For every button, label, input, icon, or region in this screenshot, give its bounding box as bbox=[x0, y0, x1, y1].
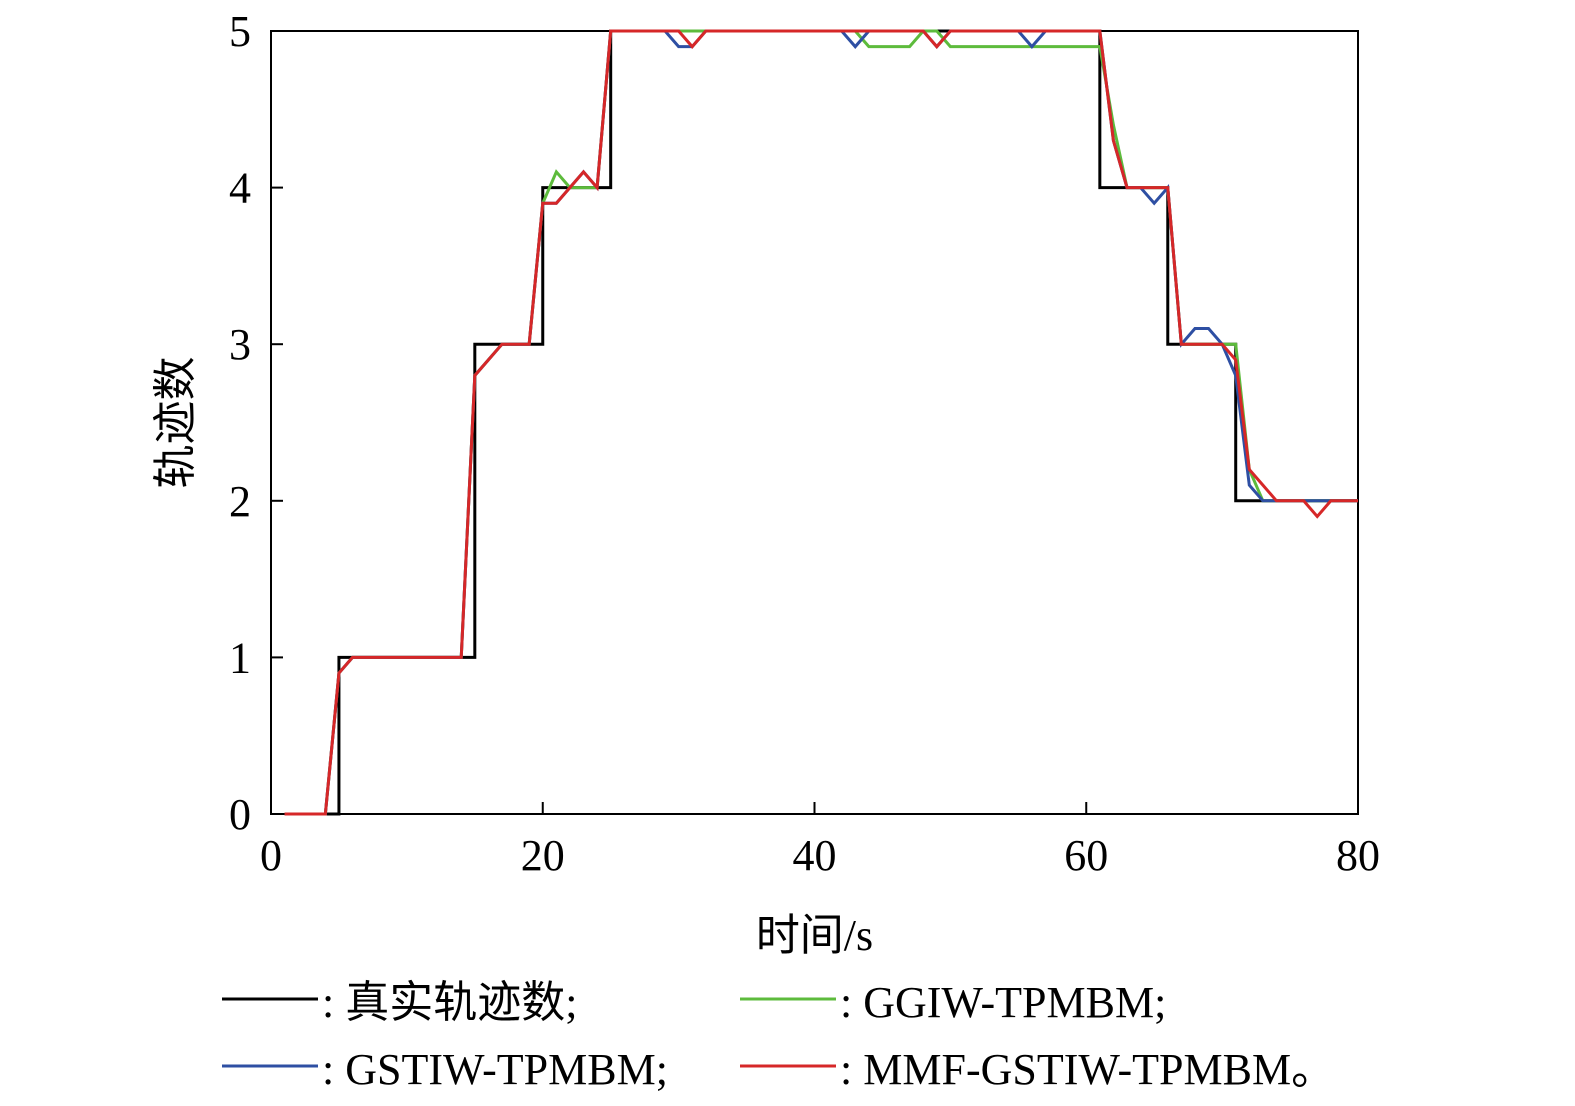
y-axis-title: 轨迹数 bbox=[151, 357, 200, 489]
y-tick-label: 4 bbox=[229, 164, 251, 213]
series-line-mmf-gstiw-tpmbm bbox=[284, 29, 1358, 816]
x-tick-label: 40 bbox=[793, 831, 837, 880]
x-tick-label: 60 bbox=[1064, 831, 1108, 880]
legend-label: : GSTIW-TPMBM; bbox=[322, 1045, 668, 1094]
x-tick-label: 20 bbox=[521, 831, 565, 880]
legend-item: : 真实轨迹数; bbox=[222, 978, 577, 1027]
legend-item: : MMF-GSTIW-TPMBM。 bbox=[740, 1045, 1335, 1094]
plot-border bbox=[270, 30, 1359, 815]
axis-ticks: 0 20 40 60 80 0 1 2 3 4 5 bbox=[229, 7, 1380, 880]
legend-item: : GGIW-TPMBM; bbox=[740, 978, 1166, 1027]
legend-label: : 真实轨迹数; bbox=[322, 978, 577, 1027]
legend-label: : MMF-GSTIW-TPMBM。 bbox=[840, 1045, 1335, 1094]
legend-label: : GGIW-TPMBM; bbox=[840, 978, 1166, 1027]
series-line-gstiw-tpmbm bbox=[284, 29, 1358, 816]
legend: : 真实轨迹数; : GGIW-TPMBM; : GSTIW-TPMBM; : MMF… bbox=[222, 978, 1335, 1094]
series-line-ggiw-tpmbm bbox=[284, 29, 1358, 816]
y-tick-label: 5 bbox=[229, 7, 251, 56]
plot-frame bbox=[270, 30, 1359, 815]
y-tick-label: 3 bbox=[229, 320, 251, 369]
series-layer bbox=[284, 29, 1358, 816]
y-tick-label: 0 bbox=[229, 790, 251, 839]
x-tick-label: 0 bbox=[260, 831, 282, 880]
y-tick-label: 2 bbox=[229, 477, 251, 526]
legend-item: : GSTIW-TPMBM; bbox=[222, 1045, 668, 1094]
y-tick-label: 1 bbox=[229, 633, 251, 682]
series-line-true-count bbox=[284, 29, 1358, 816]
x-axis-title: 时间/s bbox=[756, 911, 873, 960]
x-tick-label: 80 bbox=[1336, 831, 1380, 880]
